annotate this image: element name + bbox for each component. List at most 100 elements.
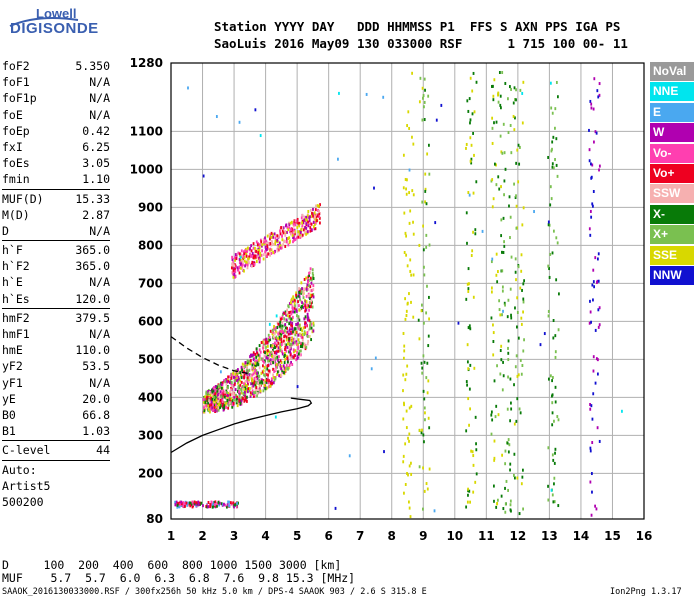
echo-dot xyxy=(195,501,198,505)
echo-dot xyxy=(277,355,280,359)
echo-dot xyxy=(304,304,307,308)
echo-dot xyxy=(255,388,258,392)
echo-dot xyxy=(518,407,521,411)
parameter-label: yF1 xyxy=(2,375,23,390)
echo-dot xyxy=(404,483,407,487)
echo-dot xyxy=(303,221,306,225)
echo-dot xyxy=(237,377,240,381)
echo-dot xyxy=(290,312,293,316)
echo-dot xyxy=(291,315,294,319)
echo-dot xyxy=(279,324,282,328)
echo-dot xyxy=(227,375,229,379)
echo-dot xyxy=(180,502,183,506)
echo-dot xyxy=(276,234,279,238)
echo-dot xyxy=(296,354,299,358)
echo-dot xyxy=(522,282,525,286)
echo-dot xyxy=(548,267,550,271)
legend-item: Vo+ xyxy=(650,163,694,183)
echo-dot xyxy=(306,312,309,316)
parameter-row: fmin 1.10 xyxy=(2,171,110,187)
echo-dot xyxy=(241,267,244,271)
echo-dot xyxy=(256,361,259,365)
echo-dot xyxy=(506,407,509,411)
echo-dot xyxy=(242,254,245,258)
echo-dot xyxy=(408,126,411,130)
echo-dot xyxy=(518,512,521,516)
echo-dot xyxy=(596,257,599,261)
echo-dot xyxy=(315,215,318,219)
parameter-value: 365.0 xyxy=(75,243,110,258)
echo-dot xyxy=(465,429,468,433)
echo-dot xyxy=(274,330,277,334)
echo-dot xyxy=(598,323,601,327)
echo-dot xyxy=(244,386,247,390)
echo-dot xyxy=(312,329,315,333)
echo-dot xyxy=(227,391,230,395)
echo-dot xyxy=(521,475,524,479)
echo-dot xyxy=(246,366,248,370)
echo-dot xyxy=(516,325,518,329)
echo-dot xyxy=(408,406,411,410)
echo-dot xyxy=(475,442,477,446)
echo-dot xyxy=(239,379,242,383)
echo-dot xyxy=(249,362,251,366)
header-line-2: SaoLuis 2016 May09 130 033000 RSF 1 715 … xyxy=(214,36,628,51)
echo-dot xyxy=(247,380,250,384)
echo-dot xyxy=(289,221,292,225)
echo-dot xyxy=(265,349,267,353)
echo-dot xyxy=(243,252,246,256)
echo-dot xyxy=(267,359,270,363)
echo-dot xyxy=(299,345,302,349)
echo-dot xyxy=(240,380,243,384)
echo-dot xyxy=(243,259,246,263)
echo-dot xyxy=(284,230,287,234)
echo-dot xyxy=(298,304,300,308)
echo-dot xyxy=(295,293,297,297)
echo-dot xyxy=(550,488,553,492)
echo-dot xyxy=(410,273,413,277)
echo-dot xyxy=(592,392,595,396)
echo-dot xyxy=(217,393,219,397)
echo-dot xyxy=(298,327,301,331)
echo-dot xyxy=(207,505,210,509)
echo-dot xyxy=(589,99,592,103)
echo-dot xyxy=(243,370,246,374)
echo-dot xyxy=(232,401,235,405)
echo-dot xyxy=(318,214,321,218)
echo-dot xyxy=(547,223,550,227)
echo-dot xyxy=(272,361,275,365)
echo-dot xyxy=(309,222,312,226)
echo-dot xyxy=(589,480,592,484)
echo-dot xyxy=(497,100,500,104)
echo-dot xyxy=(243,376,246,380)
echo-dot xyxy=(515,226,518,230)
echo-dot xyxy=(549,185,552,189)
parameter-separator xyxy=(2,240,110,242)
echo-dot xyxy=(310,222,313,226)
y-tick-label: 1100 xyxy=(130,124,163,138)
echo-dot xyxy=(408,191,410,195)
echo-dot xyxy=(523,338,525,342)
echo-dot xyxy=(508,204,510,208)
parameter-label: hmF1 xyxy=(2,327,30,341)
echo-dot xyxy=(406,178,408,182)
echo-dot xyxy=(418,465,421,469)
echo-dot xyxy=(280,374,283,378)
echo-dot xyxy=(281,229,284,233)
echo-dot xyxy=(403,250,406,254)
echo-dot xyxy=(270,235,273,239)
echo-dot xyxy=(254,389,257,393)
echo-dot xyxy=(503,193,505,197)
echo-dot xyxy=(472,463,475,467)
echo-dot xyxy=(590,215,593,219)
echo-dot xyxy=(402,373,405,377)
echo-dot xyxy=(242,391,245,395)
echo-dot xyxy=(592,189,595,193)
echo-dot xyxy=(257,353,260,357)
echo-dot xyxy=(555,278,558,282)
echo-dot xyxy=(250,366,253,370)
echo-dot xyxy=(307,280,309,284)
echo-dot xyxy=(310,295,313,299)
echo-dot xyxy=(276,349,278,353)
echo-dot xyxy=(222,408,225,412)
